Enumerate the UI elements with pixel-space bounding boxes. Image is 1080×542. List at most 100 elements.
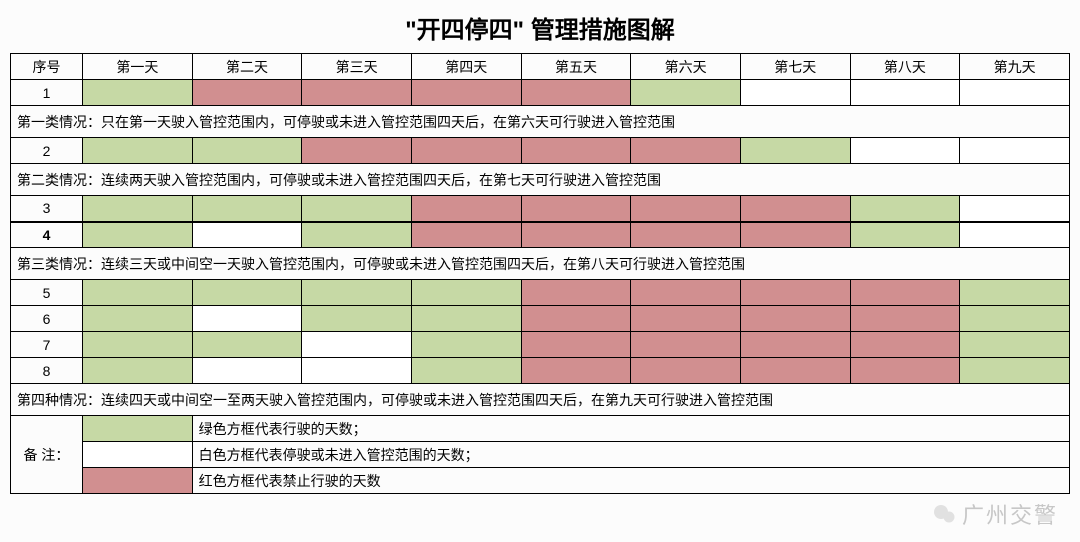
day-cell — [83, 332, 193, 358]
day-cell — [631, 280, 741, 306]
day-cell — [411, 280, 521, 306]
day-cell — [521, 138, 631, 164]
day-cell — [850, 196, 960, 222]
day-cell — [302, 196, 412, 222]
day-cell — [850, 80, 960, 106]
day-cell — [960, 196, 1070, 222]
day-cell — [302, 280, 412, 306]
table-row: 4 — [11, 222, 1070, 248]
header-seq: 序号 — [11, 54, 83, 80]
header-day-2: 第二天 — [192, 54, 302, 80]
day-cell — [192, 358, 302, 384]
day-cell — [192, 280, 302, 306]
day-cell — [521, 358, 631, 384]
day-cell — [83, 80, 193, 106]
watermark: 广州交警 — [932, 498, 1058, 530]
table-row: 3 — [11, 196, 1070, 222]
header-day-9: 第九天 — [960, 54, 1070, 80]
day-cell — [411, 222, 521, 248]
day-cell — [850, 332, 960, 358]
note-row: 第二类情况：连续两天驶入管控范围内，可停驶或未进入管控范围四天后，在第七天可行驶… — [11, 164, 1070, 196]
row-seq: 3 — [11, 196, 83, 222]
day-cell — [960, 138, 1070, 164]
day-cell — [521, 196, 631, 222]
day-cell — [850, 138, 960, 164]
table-row: 2 — [11, 138, 1070, 164]
day-cell — [302, 80, 412, 106]
header-day-4: 第四天 — [411, 54, 521, 80]
legend-row: 备 注：绿色方框代表行驶的天数； — [11, 416, 1070, 442]
day-cell — [302, 332, 412, 358]
row-seq: 2 — [11, 138, 83, 164]
legend-text: 红色方框代表禁止行驶的天数 — [192, 468, 1069, 494]
day-cell — [631, 80, 741, 106]
day-cell — [631, 222, 741, 248]
day-cell — [411, 138, 521, 164]
table-row: 7 — [11, 332, 1070, 358]
day-cell — [83, 138, 193, 164]
day-cell — [631, 196, 741, 222]
note-text: 第二类情况：连续两天驶入管控范围内，可停驶或未进入管控范围四天后，在第七天可行驶… — [11, 164, 1070, 196]
day-cell — [83, 222, 193, 248]
row-seq: 1 — [11, 80, 83, 106]
row-seq: 7 — [11, 332, 83, 358]
day-cell — [960, 222, 1070, 248]
table-row: 6 — [11, 306, 1070, 332]
day-cell — [960, 80, 1070, 106]
legend-row: 白色方框代表停驶或未进入管控范围的天数； — [11, 442, 1070, 468]
table-row: 5 — [11, 280, 1070, 306]
day-cell — [192, 306, 302, 332]
day-cell — [521, 306, 631, 332]
legend-swatch — [83, 468, 193, 494]
day-cell — [302, 222, 412, 248]
legend-swatch — [83, 442, 193, 468]
note-text: 第三类情况：连续三天或中间空一天驶入管控范围内，可停驶或未进入管控范围四天后，在… — [11, 248, 1070, 280]
day-cell — [302, 358, 412, 384]
day-cell — [411, 358, 521, 384]
day-cell — [960, 280, 1070, 306]
day-cell — [192, 80, 302, 106]
day-cell — [411, 80, 521, 106]
day-cell — [192, 196, 302, 222]
note-row: 第三类情况：连续三天或中间空一天驶入管控范围内，可停驶或未进入管控范围四天后，在… — [11, 248, 1070, 280]
day-cell — [411, 196, 521, 222]
day-cell — [960, 332, 1070, 358]
day-cell — [740, 280, 850, 306]
day-cell — [960, 306, 1070, 332]
day-cell — [83, 196, 193, 222]
day-cell — [740, 80, 850, 106]
day-cell — [740, 138, 850, 164]
day-cell — [740, 332, 850, 358]
legend-label: 备 注： — [11, 416, 83, 494]
day-cell — [740, 358, 850, 384]
day-cell — [960, 358, 1070, 384]
legend-swatch — [83, 416, 193, 442]
day-cell — [83, 280, 193, 306]
header-day-5: 第五天 — [521, 54, 631, 80]
day-cell — [740, 306, 850, 332]
day-cell — [631, 332, 741, 358]
day-cell — [302, 138, 412, 164]
day-cell — [521, 222, 631, 248]
day-cell — [83, 358, 193, 384]
note-text: 第四种情况：连续四天或中间空一至两天驶入管控范围内，可停驶或未进入管控范围四天后… — [11, 384, 1070, 416]
day-cell — [192, 222, 302, 248]
page-title: "开四停四" 管理措施图解 — [10, 10, 1070, 45]
legend-row: 红色方框代表禁止行驶的天数 — [11, 468, 1070, 494]
wechat-icon — [932, 502, 956, 526]
note-text: 第一类情况：只在第一天驶入管控范围内，可停驶或未进入管控范围四天后，在第六天可行… — [11, 106, 1070, 138]
day-cell — [192, 332, 302, 358]
legend-text: 白色方框代表停驶或未进入管控范围的天数； — [192, 442, 1069, 468]
note-row: 第四种情况：连续四天或中间空一至两天驶入管控范围内，可停驶或未进入管控范围四天后… — [11, 384, 1070, 416]
note-row: 第一类情况：只在第一天驶入管控范围内，可停驶或未进入管控范围四天后，在第六天可行… — [11, 106, 1070, 138]
day-cell — [850, 358, 960, 384]
header-day-7: 第七天 — [740, 54, 850, 80]
day-cell — [411, 306, 521, 332]
header-day-8: 第八天 — [850, 54, 960, 80]
day-cell — [631, 138, 741, 164]
header-day-1: 第一天 — [83, 54, 193, 80]
day-cell — [740, 196, 850, 222]
row-seq: 5 — [11, 280, 83, 306]
header-day-3: 第三天 — [302, 54, 412, 80]
day-cell — [83, 306, 193, 332]
